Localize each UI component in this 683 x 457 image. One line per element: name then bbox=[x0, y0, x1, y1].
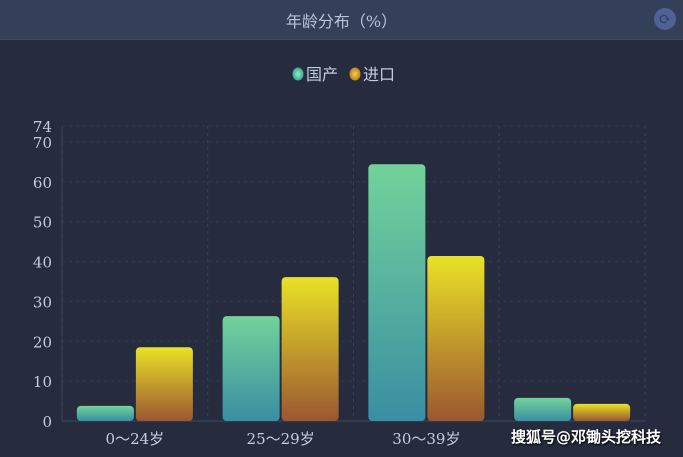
legend-marker-imported bbox=[349, 67, 361, 81]
y-tick-label: 30 bbox=[33, 293, 52, 311]
y-tick-label: 50 bbox=[33, 214, 52, 232]
bar-imported bbox=[135, 347, 193, 421]
chart-header: 年龄分布（%） ⟳ bbox=[0, 0, 683, 40]
legend-marker-domestic bbox=[292, 67, 304, 81]
y-tick-label: 10 bbox=[33, 373, 52, 391]
y-tick-label: 60 bbox=[33, 174, 52, 192]
x-tick-label: 30～39岁 bbox=[392, 430, 460, 448]
legend-label: 国产 bbox=[306, 65, 338, 84]
y-tick-label: 40 bbox=[33, 254, 52, 272]
y-tick-label: 0 bbox=[42, 413, 52, 431]
bar-imported bbox=[427, 255, 485, 421]
bar-imported bbox=[573, 403, 631, 421]
y-tick-label: 70 bbox=[33, 134, 52, 152]
bar-domestic bbox=[514, 397, 572, 421]
bar-domestic bbox=[368, 164, 426, 421]
chart-title: 年龄分布（%） bbox=[285, 12, 398, 31]
y-tick-label: 20 bbox=[33, 333, 52, 351]
x-tick-label: 25～29岁 bbox=[247, 430, 315, 448]
legend-label: 进口 bbox=[363, 65, 395, 84]
bar-imported bbox=[281, 277, 339, 421]
x-tick-label: 0～24岁 bbox=[106, 430, 165, 448]
bar-domestic bbox=[76, 405, 134, 421]
bar-domestic bbox=[222, 316, 280, 421]
y-tick-label: 74 bbox=[33, 118, 52, 136]
watermark: 搜狐号@邓锄头挖科技 bbox=[511, 428, 662, 446]
refresh-icon[interactable]: ⟳ bbox=[654, 8, 676, 30]
